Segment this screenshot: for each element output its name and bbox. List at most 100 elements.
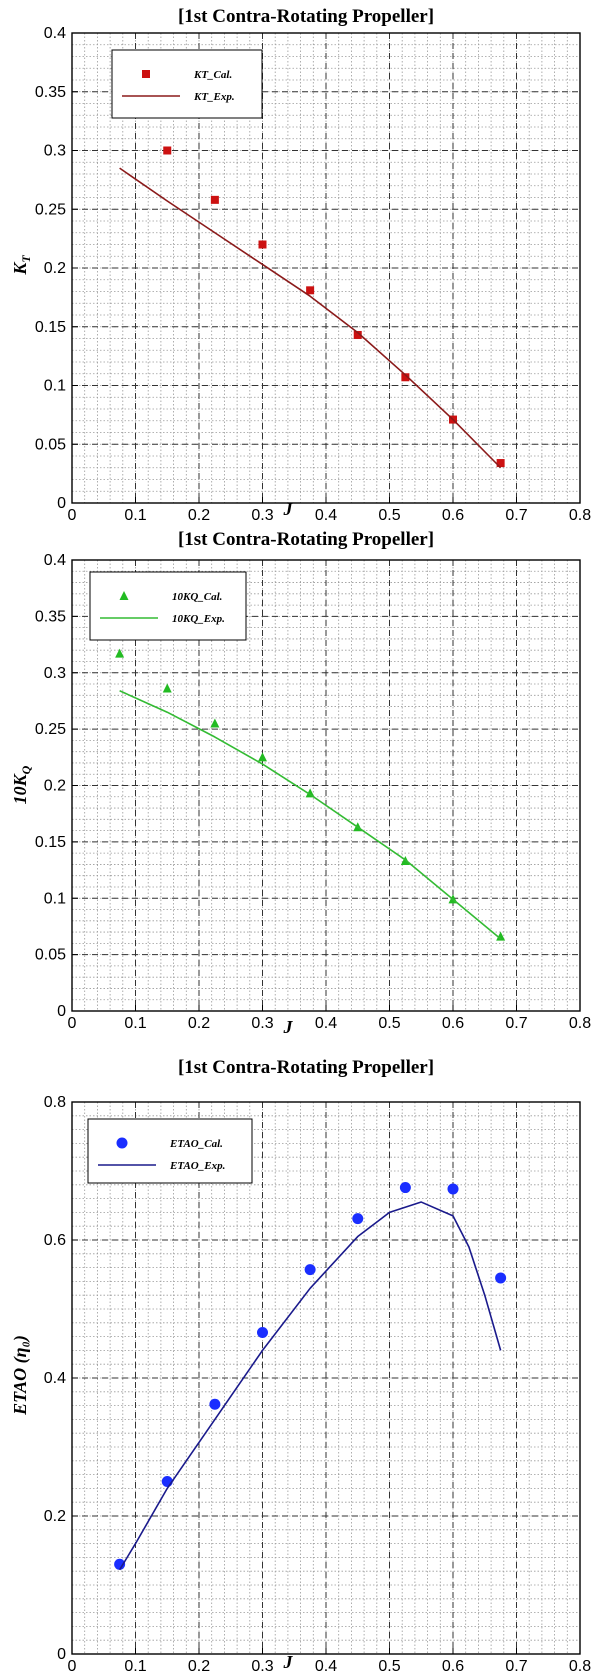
data-point [352,1213,364,1225]
legend-box [87,1118,253,1184]
y-tick-label: 0 [57,1003,66,1020]
data-point [210,195,219,204]
y-axis-label: ETAO (η₀) [10,1335,31,1416]
legend-marker-swatch [142,70,150,78]
x-tick-label: 0.3 [251,1658,273,1672]
x-tick-label: 0.2 [188,1015,210,1032]
kq-chart: [1st Contra-Rotating Propeller] 0 0.1 0.2 0.… [10,529,591,1037]
series-line-1 [119,167,502,469]
legend-marker-swatch [119,591,129,600]
data-point [257,1326,268,1338]
data-point [163,146,172,155]
legend-entry-label: KT_Cal. [193,69,232,81]
y-tick-label: 0.25 [35,721,66,738]
x-tick-label: 0.8 [569,1658,591,1672]
y-tick-label: 0.4 [44,552,66,569]
kq-chart-panel: [1st Contra-Rotating Propeller] 0 0.1 0.2 0.… [0,520,600,1045]
data-point [447,1183,459,1195]
x-tick-label: 0 [68,1658,77,1672]
y-axis-label: KT [10,255,33,276]
series-line-1 [119,690,502,940]
data-point [401,373,410,382]
legend-entry-label: ETAO_Cal. [169,1138,223,1150]
y-tick-label: 0.2 [44,778,66,795]
x-tick-label: 0.3 [251,507,273,520]
x-tick-label: 0.5 [378,1015,400,1032]
legend-box [111,49,263,119]
legend-entry-label: ETAO_Exp. [169,1160,225,1172]
x-tick-label: 0.1 [124,1658,146,1672]
etao-chart: [1st Contra-Rotating Propeller] 0 0.1 0.2 0.… [10,1057,591,1675]
data-point [496,931,506,941]
data-point [353,330,362,339]
x-tick-label: 0.5 [378,1658,400,1672]
legend-entry-label: 10KQ_Cal. [172,591,222,603]
chart-title: [1st Contra-Rotating Propeller] [178,529,434,550]
y-tick-label: 0.15 [35,319,66,336]
y-tick-label: 0.4 [44,1370,66,1387]
x-axis-label: J [283,1017,294,1037]
x-tick-label: 0.6 [442,507,464,520]
x-tick-label: 0.4 [315,1015,337,1032]
data-point [496,459,505,468]
x-tick-label: 0.2 [188,1658,210,1672]
y-tick-label: 0.3 [44,665,66,682]
chart-title: [1st Contra-Rotating Propeller] [178,6,434,27]
x-tick-label: 0.5 [378,507,400,520]
kt-chart-panel: [1st Contra-Rotating Propeller] 0 0.1 0.2 0.… [0,0,600,524]
y-tick-label: 0.15 [35,834,66,851]
x-tick-label: 0.3 [251,1015,273,1032]
y-axis-label: 10KQ [10,765,33,804]
x-axis-label: J [283,1652,294,1672]
x-tick-label: 0.2 [188,507,210,520]
data-point [209,1398,221,1410]
data-point [495,1272,507,1284]
y-tick-label: 0.3 [44,143,66,160]
etao-chart-panel: [1st Contra-Rotating Propeller] 0 0.1 0.2 0.… [0,1045,600,1675]
data-point [115,648,125,658]
data-point [258,752,267,762]
y-tick-label: 0.05 [35,436,66,453]
x-tick-label: 0.7 [505,1015,527,1032]
x-tick-label: 0.4 [315,1658,337,1672]
data-point [162,683,172,693]
y-tick-label: 0.6 [44,1232,66,1249]
y-tick-label: 0.1 [44,378,66,395]
y-tick-label: 0.35 [35,84,66,101]
kt-chart: [1st Contra-Rotating Propeller] 0 0.1 0.2 0.… [10,6,591,524]
legend-entry-label: 10KQ_Exp. [172,613,225,625]
x-tick-label: 0 [68,1015,77,1032]
y-tick-label: 0.05 [35,947,66,964]
data-point [306,286,315,295]
data-point [304,1264,316,1276]
y-tick-label: 0 [57,495,66,512]
x-tick-label: 0.1 [124,507,146,520]
series-line-1 [118,1201,502,1571]
x-tick-label: 0.8 [569,507,591,520]
x-tick-label: 0.4 [315,507,337,520]
data-point [258,240,267,249]
x-tick-label: 0.8 [569,1015,591,1032]
data-point [399,1182,411,1194]
y-tick-label: 0.35 [35,608,66,625]
x-tick-label: 0.6 [442,1015,464,1032]
x-tick-label: 0.6 [442,1658,464,1672]
x-tick-label: 0.7 [505,507,527,520]
legend-marker-swatch [116,1137,128,1149]
data-point [210,718,220,728]
x-tick-label: 0.7 [505,1658,527,1672]
y-tick-label: 0.8 [44,1094,66,1111]
y-tick-label: 0 [57,1646,66,1663]
y-tick-label: 0.1 [44,890,66,907]
major-grid [72,33,580,503]
x-tick-label: 0 [68,507,77,520]
chart-title: [1st Contra-Rotating Propeller] [178,1057,434,1078]
legend-box [89,571,247,641]
y-tick-label: 0.2 [44,260,66,277]
legend-entry-label: KT_Exp. [193,91,235,103]
y-tick-label: 0.4 [44,25,66,42]
y-tick-label: 0.2 [44,1508,66,1525]
data-point [114,1558,126,1570]
x-axis-label: J [283,499,294,519]
y-tick-label: 0.25 [35,201,66,218]
